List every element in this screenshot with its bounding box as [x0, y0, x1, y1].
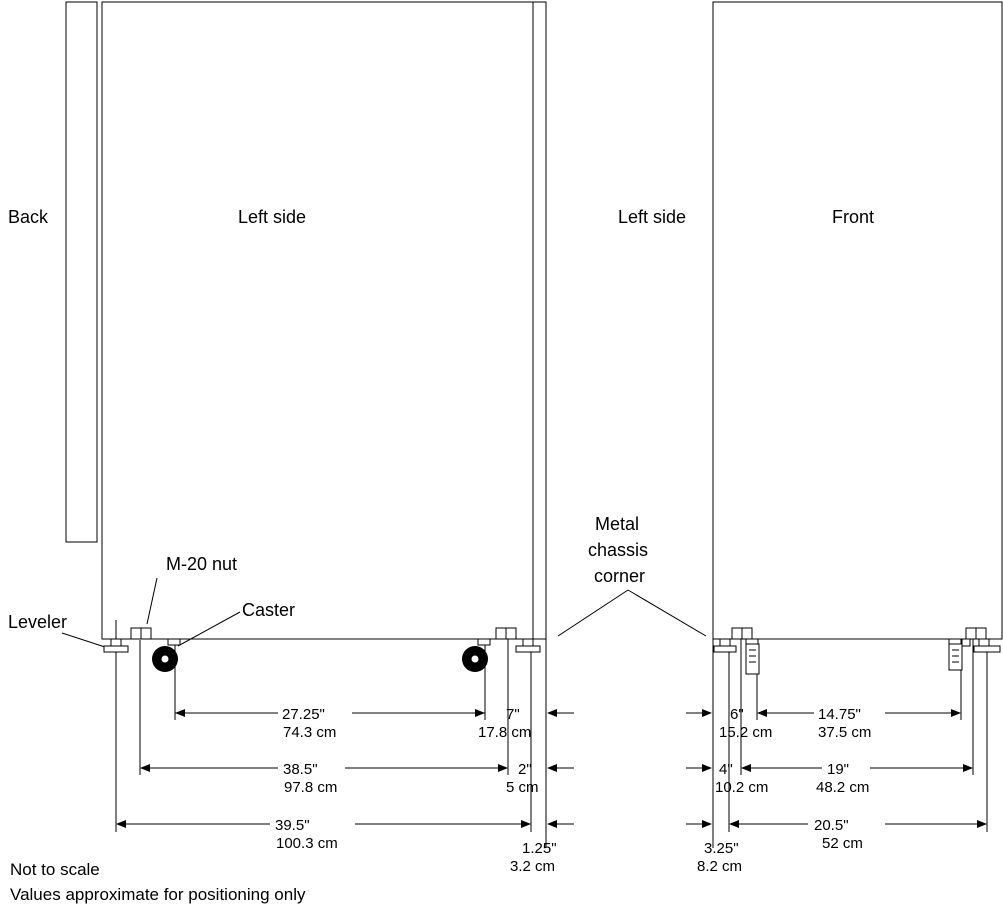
dim-4-cm: 10.2 cm [715, 779, 768, 796]
dim-39-5-in: 39.5" [275, 817, 310, 834]
label-left-side-2: Left side [618, 207, 686, 227]
label-metal-chassis-corner-1: Metal [595, 514, 639, 534]
left-cabinet-body [101, 1, 547, 640]
dim-27-25-cm: 74.3 cm [283, 724, 336, 741]
dim-3-25-cm: 8.2 cm [697, 858, 742, 875]
dim-1-25-cm: 3.2 cm [510, 858, 555, 875]
label-front: Front [832, 207, 874, 227]
dim-2-in: 2" [518, 761, 532, 778]
leveler-front [515, 645, 541, 653]
label-metal-chassis-corner-3: corner [594, 566, 645, 586]
dim-20-5-in: 20.5" [814, 817, 849, 834]
chassis-corner-leader-left [557, 589, 629, 637]
m20-nut-leader [146, 577, 158, 625]
label-caster: Caster [242, 600, 295, 620]
note-not-to-scale: Not to scale [10, 860, 100, 879]
dim-14-75-in: 14.75" [818, 706, 861, 723]
dim-14-75-cm: 37.5 cm [818, 724, 871, 741]
dim-19-in: 19" [827, 761, 849, 778]
dim-20-5-cm: 52 cm [822, 835, 863, 852]
leveler-leader [61, 632, 106, 648]
dim-7-cm: 17.8 cm [478, 724, 531, 741]
dim-3-25-in: 3.25" [704, 840, 739, 857]
dim-38-5-in: 38.5" [283, 761, 318, 778]
note-values-approximate: Values approximate for positioning only [10, 885, 306, 904]
back-door-panel [65, 1, 98, 543]
dim-4-in: 4" [719, 761, 733, 778]
leveler-back [103, 645, 129, 653]
label-left-side-1: Left side [238, 207, 306, 227]
dim-1-25-in: 1.25" [522, 840, 557, 857]
caster-leader [177, 611, 241, 647]
dim-6-cm: 15.2 cm [719, 724, 772, 741]
dim-39-5-cm: 100.3 cm [276, 835, 338, 852]
dim-6-in: 6" [730, 706, 744, 723]
caster-front [462, 646, 488, 672]
label-metal-chassis-corner-2: chassis [588, 540, 648, 560]
dim-19-cm: 48.2 cm [816, 779, 869, 796]
dim-38-5-cm: 97.8 cm [284, 779, 337, 796]
chassis-corner-leader-right [627, 589, 707, 637]
dim-27-25-in: 27.25" [282, 706, 325, 723]
caster-rear [152, 646, 178, 672]
label-m20-nut: M-20 nut [166, 554, 237, 574]
dim-7-in: 7" [506, 706, 520, 723]
label-back: Back [8, 207, 49, 227]
label-leveler: Leveler [8, 612, 67, 632]
front-caster-right [948, 643, 963, 671]
dim-2-cm: 5 cm [506, 779, 539, 796]
front-caster-left [745, 643, 760, 675]
right-cabinet-body [712, 1, 1003, 640]
